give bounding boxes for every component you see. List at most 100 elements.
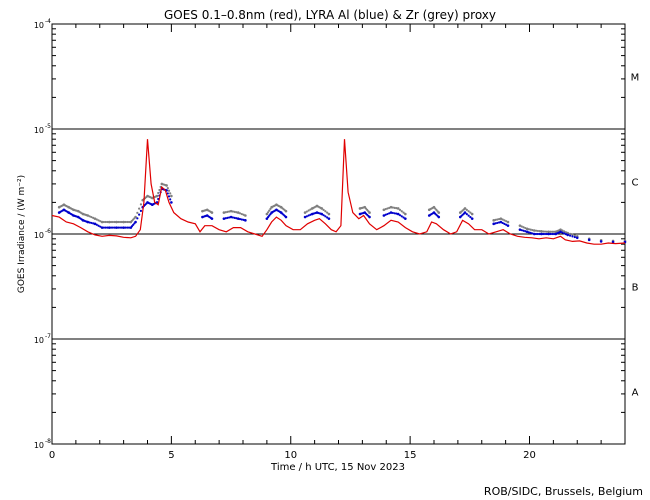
series-2-dot [322,208,325,211]
series-1-point [303,215,307,219]
series-1-dot [384,213,387,216]
y-tick-exponent-1: -5 [45,123,51,130]
series-2-dot [157,191,160,195]
series-1-dot [520,229,523,232]
series-1-point [122,226,125,229]
series-2-point [236,211,240,214]
series-2-point [499,217,503,220]
series-2-dot [494,218,497,222]
series-2-dot [158,188,161,192]
series-1-point [382,214,386,217]
series-2-dot [309,208,312,211]
series-2-point [284,209,288,213]
series-2-dot [95,218,98,221]
series-2-point [566,231,569,235]
series-1-dot [393,212,396,215]
series-2-dot [136,211,139,214]
series-1-point [599,240,603,243]
series-2-point [506,220,510,224]
series-1-dot [126,226,129,229]
series-2-dot [166,186,169,190]
series-1-point [320,212,324,216]
series-2-dot [391,206,394,209]
series-2-point [547,230,550,234]
series-2-point [265,212,269,216]
series-2-point [389,205,393,209]
series-1-dot [545,232,548,236]
series-2-dot [520,225,523,228]
data-series [51,139,627,245]
series-2-dot [240,212,243,216]
series-1-point [566,233,569,237]
series-2-dot [393,206,396,209]
series-1-dot [305,215,308,218]
series-2-dot [104,220,107,224]
series-2-dot [501,218,504,221]
series-1-dot [120,226,123,229]
x-tick-label-5: 5 [168,450,174,461]
series-1-point [525,230,529,234]
series-1-dot [233,216,236,219]
series-1-point [559,230,562,234]
series-2-dot [113,220,116,224]
series-2-dot [127,220,131,224]
series-2-dot [238,212,242,215]
series-1-dot [551,232,554,236]
series-1-point [229,215,233,219]
y-tick-exponent-0: -4 [45,18,51,25]
series-1-dot [238,217,242,221]
series-2-point [165,184,168,187]
series-2-dot [534,229,538,232]
series-2-point [532,229,536,232]
series-2-dot [573,234,576,237]
series-1-dot [534,232,538,236]
flare-class-labels: M C B A [631,73,640,399]
series-1-point [108,226,111,229]
series-1-dot [322,214,325,217]
series-1-dot [167,195,171,198]
series-2-dot [118,220,122,224]
series-1-dot [109,226,113,229]
series-1-dot [465,212,468,216]
series-1-dot [102,226,106,229]
series-1-point [327,217,331,220]
series-2-point [170,194,173,198]
series-2-dot [109,220,113,224]
y-tick-label-2: 10 [34,231,44,240]
series-2-dot [224,211,227,214]
series-1-dot [307,214,310,217]
x-axis-label: Time / h UTC, 15 Nov 2023 [270,462,405,473]
series-2-point [540,230,543,233]
series-1-dot [527,231,531,234]
series-2-point [492,219,495,222]
flare-class-B: B [632,283,639,294]
series-1-point [463,211,467,214]
series-1-point [540,232,543,236]
series-2-point [320,207,324,210]
series-1-dot [501,221,504,225]
series-2-dot [402,211,405,214]
series-1-point [389,211,393,214]
series-2-dot [398,208,402,211]
series-1-dot [543,232,547,236]
x-tick-label-15: 15 [404,450,417,461]
series-1-dot [400,215,403,218]
y-axis-label: GOES Irradiance / (W m⁻²) [17,175,27,293]
series-2-dot [97,219,100,222]
chart-title: GOES 0.1–0.8nm (red), LYRA Al (blue) & Z… [164,8,496,22]
series-1-dot [224,217,227,220]
series-2-point [463,207,467,210]
series-2-dot [568,232,572,236]
series-1-dot [104,226,107,229]
series-1-dot [226,216,229,219]
y-tick-label-1: 10 [34,126,44,135]
series-1-dot [494,222,497,225]
series-1-point [547,232,550,236]
series-1-dot [552,232,556,236]
series-1-dot [113,226,116,229]
series-2-dot [305,210,308,213]
series-2-dot [126,220,129,224]
series-1-dot [522,229,525,232]
flare-class-C: C [632,178,639,189]
